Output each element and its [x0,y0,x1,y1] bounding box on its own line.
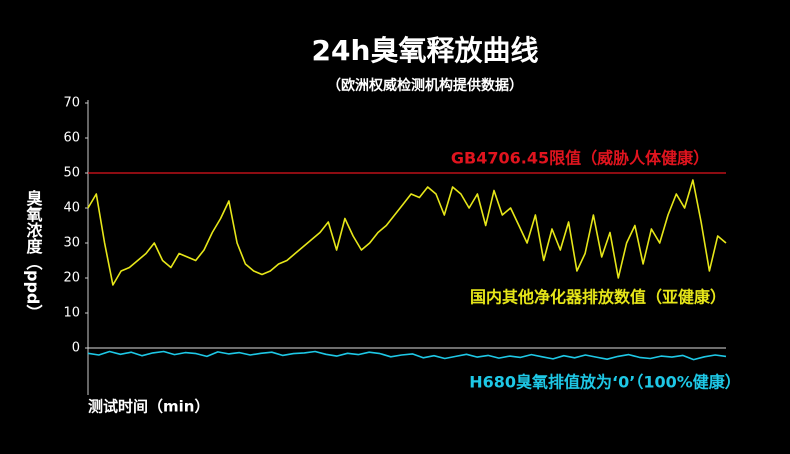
x-axis-label: 测试时间（min） [88,398,209,416]
y-tick-label: 60 [63,131,80,146]
y-tick-label: 40 [63,201,80,216]
reference-label: GB4706.45限值（威胁人体健康） [451,149,709,168]
y-tick-label: 50 [63,166,80,181]
data-line [87,350,727,361]
data-line [87,179,727,286]
y-axis-label: 臭氧浓度（ppd） [24,189,44,320]
y-tick-label: 30 [63,236,80,251]
y-tick-label: 20 [63,271,80,286]
y-tick-label: 10 [63,306,80,321]
series-label: 国内其他净化器排放数值（亚健康） [470,288,726,307]
y-tick-label: 70 [63,96,80,111]
chart-subtitle: （欧洲权威检测机构提供数据） [327,77,523,94]
series-label: H680臭氧排值放为‘0’（100%健康） [469,373,741,392]
y-tick-label: 0 [72,341,80,356]
chart-title: 24h臭氧释放曲线 [312,34,539,67]
